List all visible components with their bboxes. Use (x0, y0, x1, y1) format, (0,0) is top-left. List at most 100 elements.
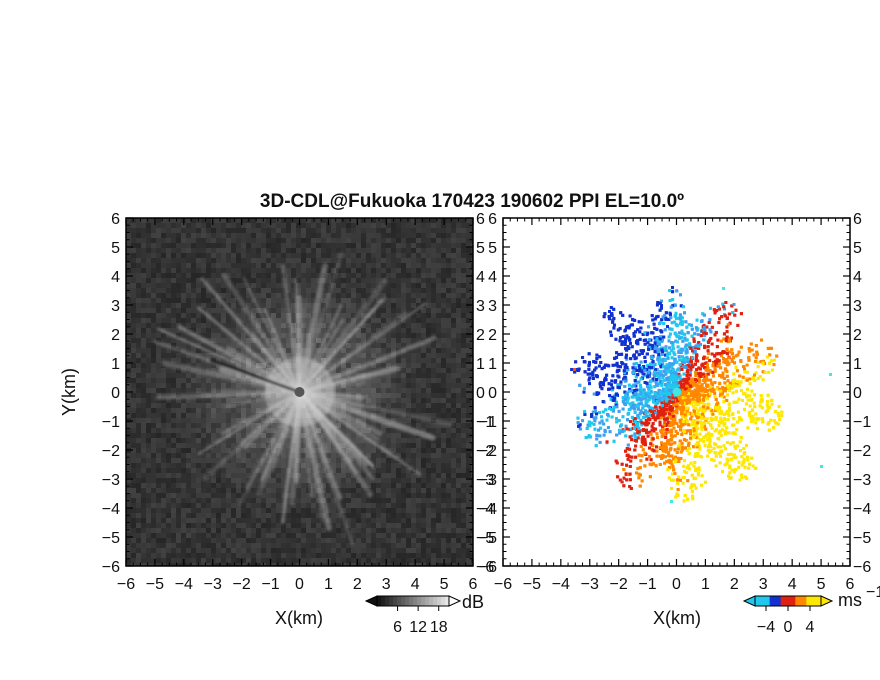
intensity-cell (331, 218, 336, 223)
chart-title: 3D-CDL@Fukuoka 170423 190602 PPI EL=10.0… (260, 191, 684, 212)
intensity-cell (401, 533, 406, 538)
intensity-cell (436, 508, 441, 513)
intensity-cell (136, 378, 141, 383)
intensity-cell (251, 543, 256, 548)
intensity-cell (176, 308, 181, 313)
intensity-cell (416, 278, 421, 283)
intensity-cell (296, 263, 301, 268)
intensity-cell (371, 313, 376, 318)
intensity-cell (391, 518, 396, 523)
intensity-cell (131, 448, 136, 453)
intensity-cell (261, 433, 266, 438)
intensity-cell (376, 393, 381, 398)
intensity-cell (441, 348, 446, 353)
intensity-cell (141, 463, 146, 468)
intensity-cell (141, 523, 146, 528)
intensity-cell (261, 413, 266, 418)
intensity-cell (316, 228, 321, 233)
intensity-cell (291, 518, 296, 523)
intensity-cell (471, 443, 473, 448)
intensity-cell (306, 513, 311, 518)
intensity-cell (176, 498, 181, 503)
intensity-cell (466, 293, 471, 298)
intensity-cell (151, 363, 156, 368)
intensity-cell (136, 403, 141, 408)
intensity-cell (401, 228, 406, 233)
intensity-cell (161, 348, 166, 353)
intensity-cell (451, 448, 456, 453)
intensity-cell (266, 248, 271, 253)
intensity-cell (176, 503, 181, 508)
intensity-cell (236, 308, 241, 313)
intensity-cell (206, 458, 211, 463)
intensity-cell (431, 498, 436, 503)
intensity-cell (411, 248, 416, 253)
intensity-cell (371, 448, 376, 453)
intensity-cell (306, 238, 311, 243)
intensity-cell (366, 353, 371, 358)
intensity-cell (456, 488, 461, 493)
intensity-cell (396, 498, 401, 503)
intensity-cell (196, 223, 201, 228)
intensity-cell (211, 523, 216, 528)
intensity-cell (446, 528, 451, 533)
intensity-cell (216, 403, 221, 408)
intensity-cell (251, 238, 256, 243)
intensity-cell (301, 278, 306, 283)
intensity-cell (241, 298, 246, 303)
intensity-cell (196, 268, 201, 273)
intensity-cell (326, 313, 331, 318)
intensity-cell (176, 338, 181, 343)
intensity-cell (351, 558, 356, 563)
intensity-cell (156, 258, 161, 263)
intensity-cell (371, 548, 376, 553)
intensity-cell (161, 263, 166, 268)
intensity-cell (216, 503, 221, 508)
intensity-cell (346, 343, 351, 348)
intensity-cell (406, 523, 411, 528)
intensity-cell (301, 353, 306, 358)
intensity-cell (201, 548, 206, 553)
intensity-cell (141, 563, 146, 566)
intensity-cell (266, 533, 271, 538)
intensity-cell (151, 533, 156, 538)
intensity-cell (421, 368, 426, 373)
intensity-cell (286, 453, 291, 458)
intensity-cell (136, 528, 141, 533)
intensity-cell (431, 423, 436, 428)
intensity-cell (451, 353, 456, 358)
intensity-cell (301, 243, 306, 248)
intensity-cell (136, 448, 141, 453)
intensity-cell (446, 328, 451, 333)
intensity-cell (161, 413, 166, 418)
intensity-cell (191, 548, 196, 553)
intensity-cell (246, 553, 251, 558)
intensity-cell (441, 418, 446, 423)
intensity-cell (366, 218, 371, 223)
intensity-cell (321, 223, 326, 228)
intensity-cell (466, 393, 471, 398)
intensity-cell (176, 368, 181, 373)
intensity-cell (156, 278, 161, 283)
intensity-cell (436, 348, 441, 353)
intensity-cell (361, 243, 366, 248)
intensity-cell (391, 498, 396, 503)
intensity-cell (306, 523, 311, 528)
intensity-cell (466, 323, 471, 328)
intensity-cell (381, 468, 386, 473)
intensity-cell (211, 563, 216, 566)
intensity-cell (191, 483, 196, 488)
intensity-cell (286, 233, 291, 238)
intensity-cell (361, 488, 366, 493)
intensity-cell (231, 323, 236, 328)
intensity-cell (131, 518, 136, 523)
intensity-cell (246, 503, 251, 508)
intensity-cell (261, 233, 266, 238)
intensity-cell (271, 538, 276, 543)
intensity-cell (396, 313, 401, 318)
intensity-cell (431, 373, 436, 378)
intensity-cell (291, 523, 296, 528)
intensity-cell (281, 223, 286, 228)
intensity-cell (156, 483, 161, 488)
intensity-cell (401, 323, 406, 328)
